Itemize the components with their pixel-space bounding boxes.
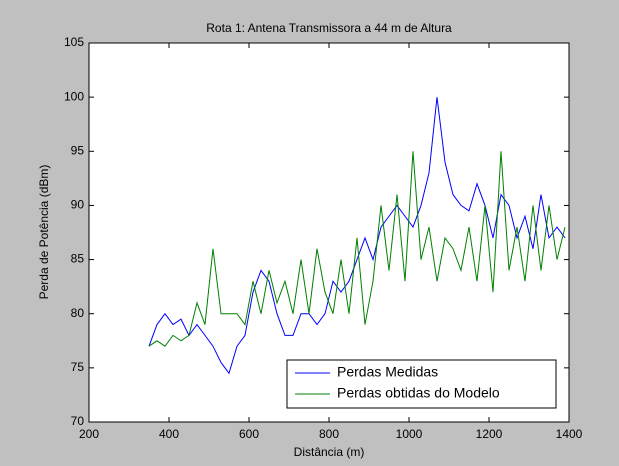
x-tick-label: 1200 bbox=[476, 427, 503, 441]
y-axis-label: Perda de Potência (dBm) bbox=[37, 165, 51, 300]
x-axis-label: Distância (m) bbox=[294, 445, 365, 459]
x-tick-label: 1000 bbox=[396, 427, 423, 441]
y-tick-label: 95 bbox=[71, 143, 85, 157]
y-tick-label: 100 bbox=[64, 89, 84, 103]
x-tick-label: 400 bbox=[159, 427, 179, 441]
x-tick-label: 1400 bbox=[556, 427, 583, 441]
chart-title: Rota 1: Antena Transmissora a 44 m de Al… bbox=[206, 21, 452, 35]
y-tick-label: 70 bbox=[71, 414, 85, 428]
y-tick-label: 85 bbox=[71, 252, 85, 266]
legend-label: Perdas Medidas bbox=[337, 364, 438, 380]
legend-label: Perdas obtidas do Modelo bbox=[337, 385, 500, 401]
x-tick-label: 200 bbox=[79, 427, 99, 441]
data-line bbox=[148, 97, 566, 375]
y-tick-label: 75 bbox=[71, 360, 85, 374]
x-tick-label: 800 bbox=[319, 427, 339, 441]
x-tick-label: 600 bbox=[239, 427, 259, 441]
y-tick-label: 80 bbox=[71, 306, 85, 320]
y-tick-label: 105 bbox=[64, 35, 84, 49]
y-tick-label: 90 bbox=[71, 198, 85, 212]
plot-area bbox=[88, 42, 570, 423]
data-line bbox=[148, 151, 566, 347]
legend-box bbox=[286, 359, 557, 409]
